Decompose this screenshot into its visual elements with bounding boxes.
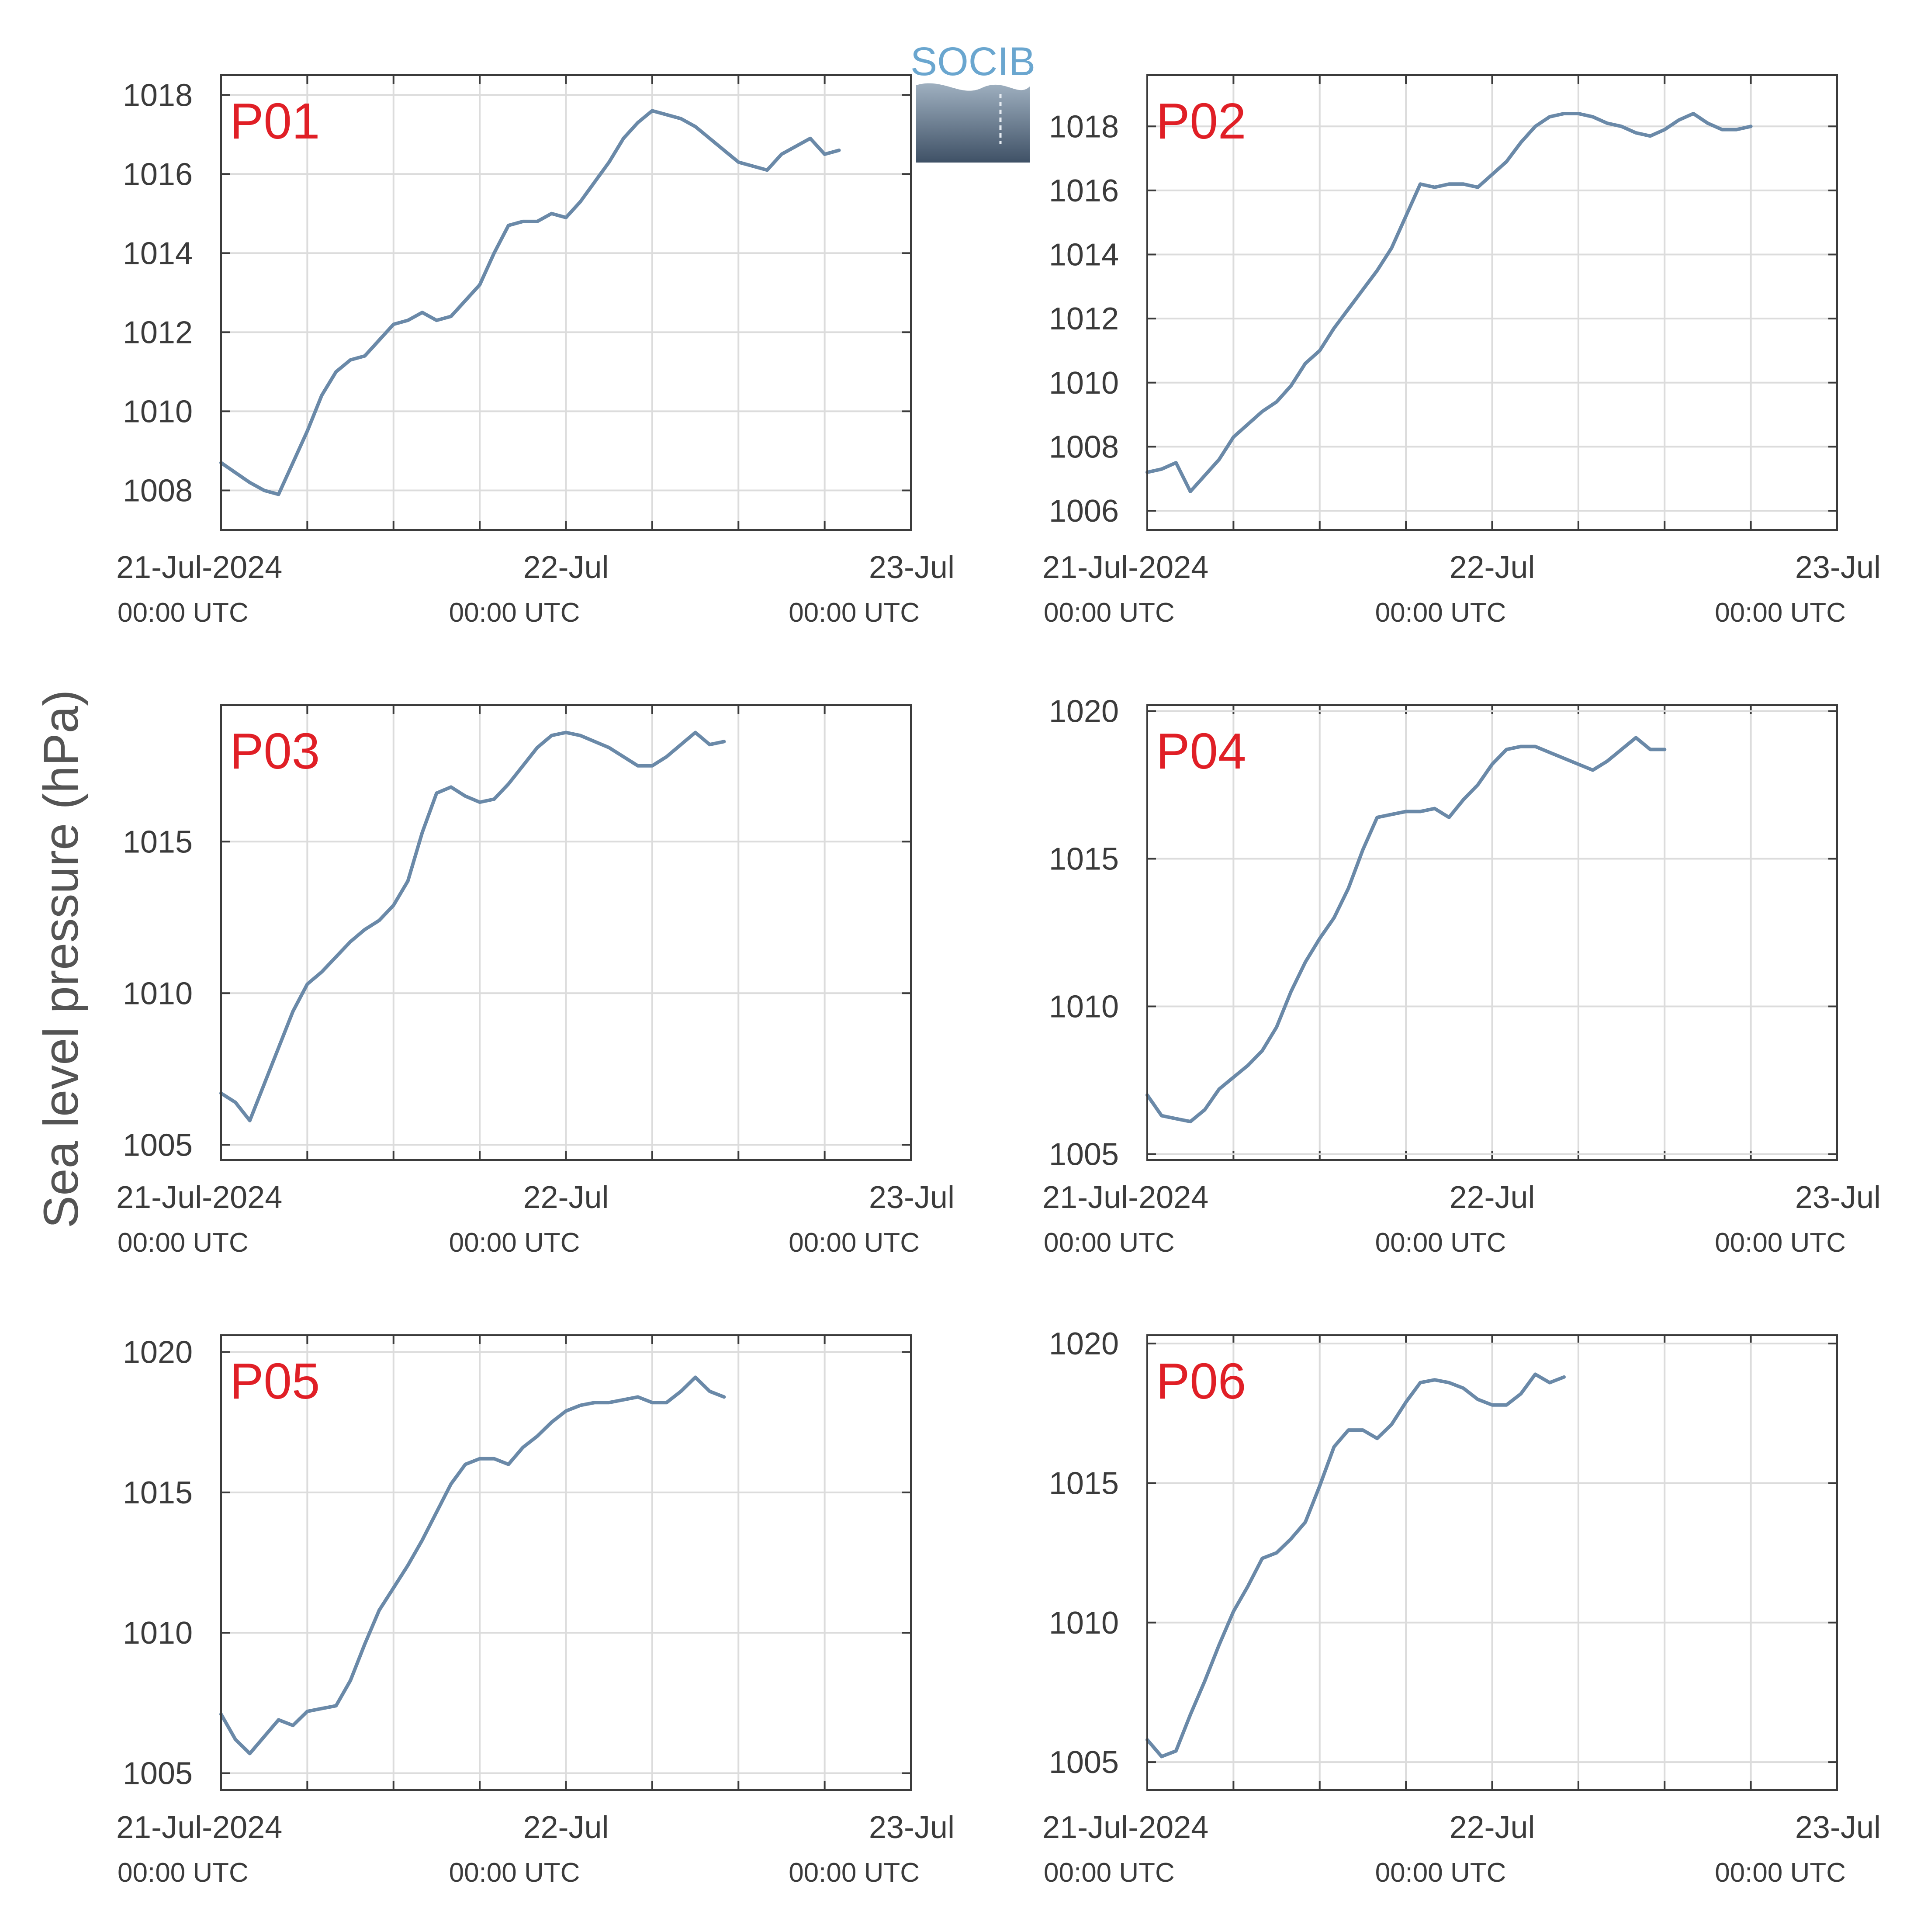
y-tick-label: 1015 — [1049, 1466, 1119, 1501]
x-tick-label: 23-Jul — [1795, 1180, 1881, 1215]
axes-frame — [1146, 74, 1838, 531]
y-tick-label: 1018 — [1049, 109, 1119, 144]
series-line — [219, 731, 726, 1122]
y-tick-label: 1015 — [1049, 842, 1119, 877]
y-tick-label: 1012 — [123, 315, 193, 350]
y-tick-label: 1010 — [1049, 989, 1119, 1024]
x-tick-sublabel: 00:00 UTC — [449, 598, 580, 628]
x-tick-sublabel: 00:00 UTC — [449, 1858, 580, 1888]
x-tick-label: 22-Jul — [1449, 1810, 1535, 1845]
x-tick-sublabel: 00:00 UTC — [789, 1228, 920, 1258]
series-line — [219, 109, 841, 496]
x-tick-sublabel: 00:00 UTC — [1375, 1858, 1506, 1888]
x-tick-label: 21-Jul-2024 — [116, 1810, 282, 1845]
y-tick-label: 1005 — [1049, 1137, 1119, 1172]
x-tick-label: 23-Jul — [1795, 1810, 1881, 1845]
socib-logo-text: SOCIB — [910, 39, 1035, 84]
x-tick-label: 22-Jul — [523, 1810, 609, 1845]
x-tick-label: 21-Jul-2024 — [1042, 1810, 1208, 1845]
y-tick-label: 1015 — [123, 824, 193, 859]
axes-frame — [1146, 1334, 1838, 1791]
panels-layer: 1008 1010 1012 1014 1016 1018 P01 21-Jul-2024 00… — [116, 74, 1881, 1888]
y-tick-label: 1020 — [123, 1335, 193, 1370]
series-line — [1145, 112, 1753, 493]
y-tick-label: 1010 — [123, 976, 193, 1011]
x-tick-sublabel: 00:00 UTC — [118, 1228, 249, 1258]
x-tick-label: 23-Jul — [869, 550, 955, 585]
x-tick-label: 22-Jul — [1449, 1180, 1535, 1215]
y-tick-label: 1010 — [1049, 366, 1119, 401]
series-line — [1145, 1372, 1566, 1759]
y-tick-label: 1005 — [123, 1756, 193, 1791]
panel-p05: 1005 1010 1015 1020 P05 21-Jul-2024 00:00 UTC 2… — [116, 1334, 955, 1888]
x-tick-label: 22-Jul — [523, 1180, 609, 1215]
x-tick-sublabel: 00:00 UTC — [1715, 1228, 1846, 1258]
x-tick-sublabel: 00:00 UTC — [1375, 598, 1506, 628]
y-tick-label: 1016 — [123, 157, 193, 192]
x-tick-label: 23-Jul — [869, 1810, 955, 1845]
x-tick-label: 22-Jul — [1449, 550, 1535, 585]
x-tick-sublabel: 00:00 UTC — [789, 598, 920, 628]
y-tick-label: 1005 — [1049, 1745, 1119, 1780]
x-tick-sublabel: 00:00 UTC — [1044, 1858, 1175, 1888]
panel-label: P04 — [1156, 723, 1246, 779]
y-tick-label: 1018 — [123, 78, 193, 113]
y-tick-label: 1014 — [123, 236, 193, 271]
axes-frame — [220, 74, 912, 531]
x-tick-label: 21-Jul-2024 — [1042, 550, 1208, 585]
axes-frame — [220, 704, 912, 1161]
y-tick-label: 1008 — [1049, 429, 1119, 464]
x-tick-sublabel: 00:00 UTC — [118, 598, 249, 628]
y-tick-label: 1006 — [1049, 494, 1119, 529]
y-tick-label: 1016 — [1049, 173, 1119, 208]
y-tick-label: 1020 — [1049, 694, 1119, 729]
x-tick-sublabel: 00:00 UTC — [1044, 1228, 1175, 1258]
series-line — [1145, 736, 1667, 1124]
y-tick-label: 1008 — [123, 473, 193, 508]
y-tick-label: 1005 — [123, 1128, 193, 1163]
x-tick-label: 21-Jul-2024 — [116, 550, 282, 585]
series-line — [219, 1375, 726, 1755]
x-tick-label: 21-Jul-2024 — [1042, 1180, 1208, 1215]
y-tick-label: 1015 — [123, 1475, 193, 1510]
panel-label: P06 — [1156, 1353, 1246, 1409]
panel-label: P03 — [230, 723, 320, 779]
y-axis-label: Sea level pressure (hPa) — [34, 690, 88, 1229]
x-tick-sublabel: 00:00 UTC — [449, 1228, 580, 1258]
x-tick-label: 23-Jul — [869, 1180, 955, 1215]
axes-frame — [220, 1334, 912, 1791]
panel-label: P02 — [1156, 93, 1246, 149]
socib-logo: SOCIB — [910, 39, 1035, 163]
x-tick-sublabel: 00:00 UTC — [1044, 598, 1175, 628]
x-tick-sublabel: 00:00 UTC — [1715, 598, 1846, 628]
x-tick-sublabel: 00:00 UTC — [118, 1858, 249, 1888]
x-tick-sublabel: 00:00 UTC — [789, 1858, 920, 1888]
x-tick-sublabel: 00:00 UTC — [1715, 1858, 1846, 1888]
panel-p01: 1008 1010 1012 1014 1016 1018 P01 21-Jul-2024 00… — [116, 74, 955, 628]
x-tick-label: 21-Jul-2024 — [116, 1180, 282, 1215]
panel-p04: 1005 1010 1015 1020 P04 21-Jul-2024 00:00 UTC 2… — [1042, 694, 1881, 1258]
panel-label: P01 — [230, 93, 320, 149]
x-tick-label: 22-Jul — [523, 550, 609, 585]
panel-p03: 1005 1010 1015 P03 21-Jul-2024 00:00 UTC 22-Ju… — [116, 704, 955, 1258]
x-tick-label: 23-Jul — [1795, 550, 1881, 585]
panel-p06: 1005 1010 1015 1020 P06 21-Jul-2024 00:00 UTC 2… — [1042, 1326, 1881, 1888]
panel-p02: 1006 1008 1010 1012 1014 1016 1018 P02 21-Jul-20… — [1042, 74, 1881, 628]
axes-frame — [1146, 704, 1838, 1161]
y-tick-label: 1010 — [123, 1616, 193, 1651]
x-tick-sublabel: 00:00 UTC — [1375, 1228, 1506, 1258]
panel-label: P05 — [230, 1353, 320, 1409]
y-tick-label: 1020 — [1049, 1326, 1119, 1361]
y-tick-label: 1010 — [1049, 1606, 1119, 1641]
y-tick-label: 1010 — [123, 394, 193, 429]
y-tick-label: 1012 — [1049, 301, 1119, 336]
y-tick-label: 1014 — [1049, 238, 1119, 273]
